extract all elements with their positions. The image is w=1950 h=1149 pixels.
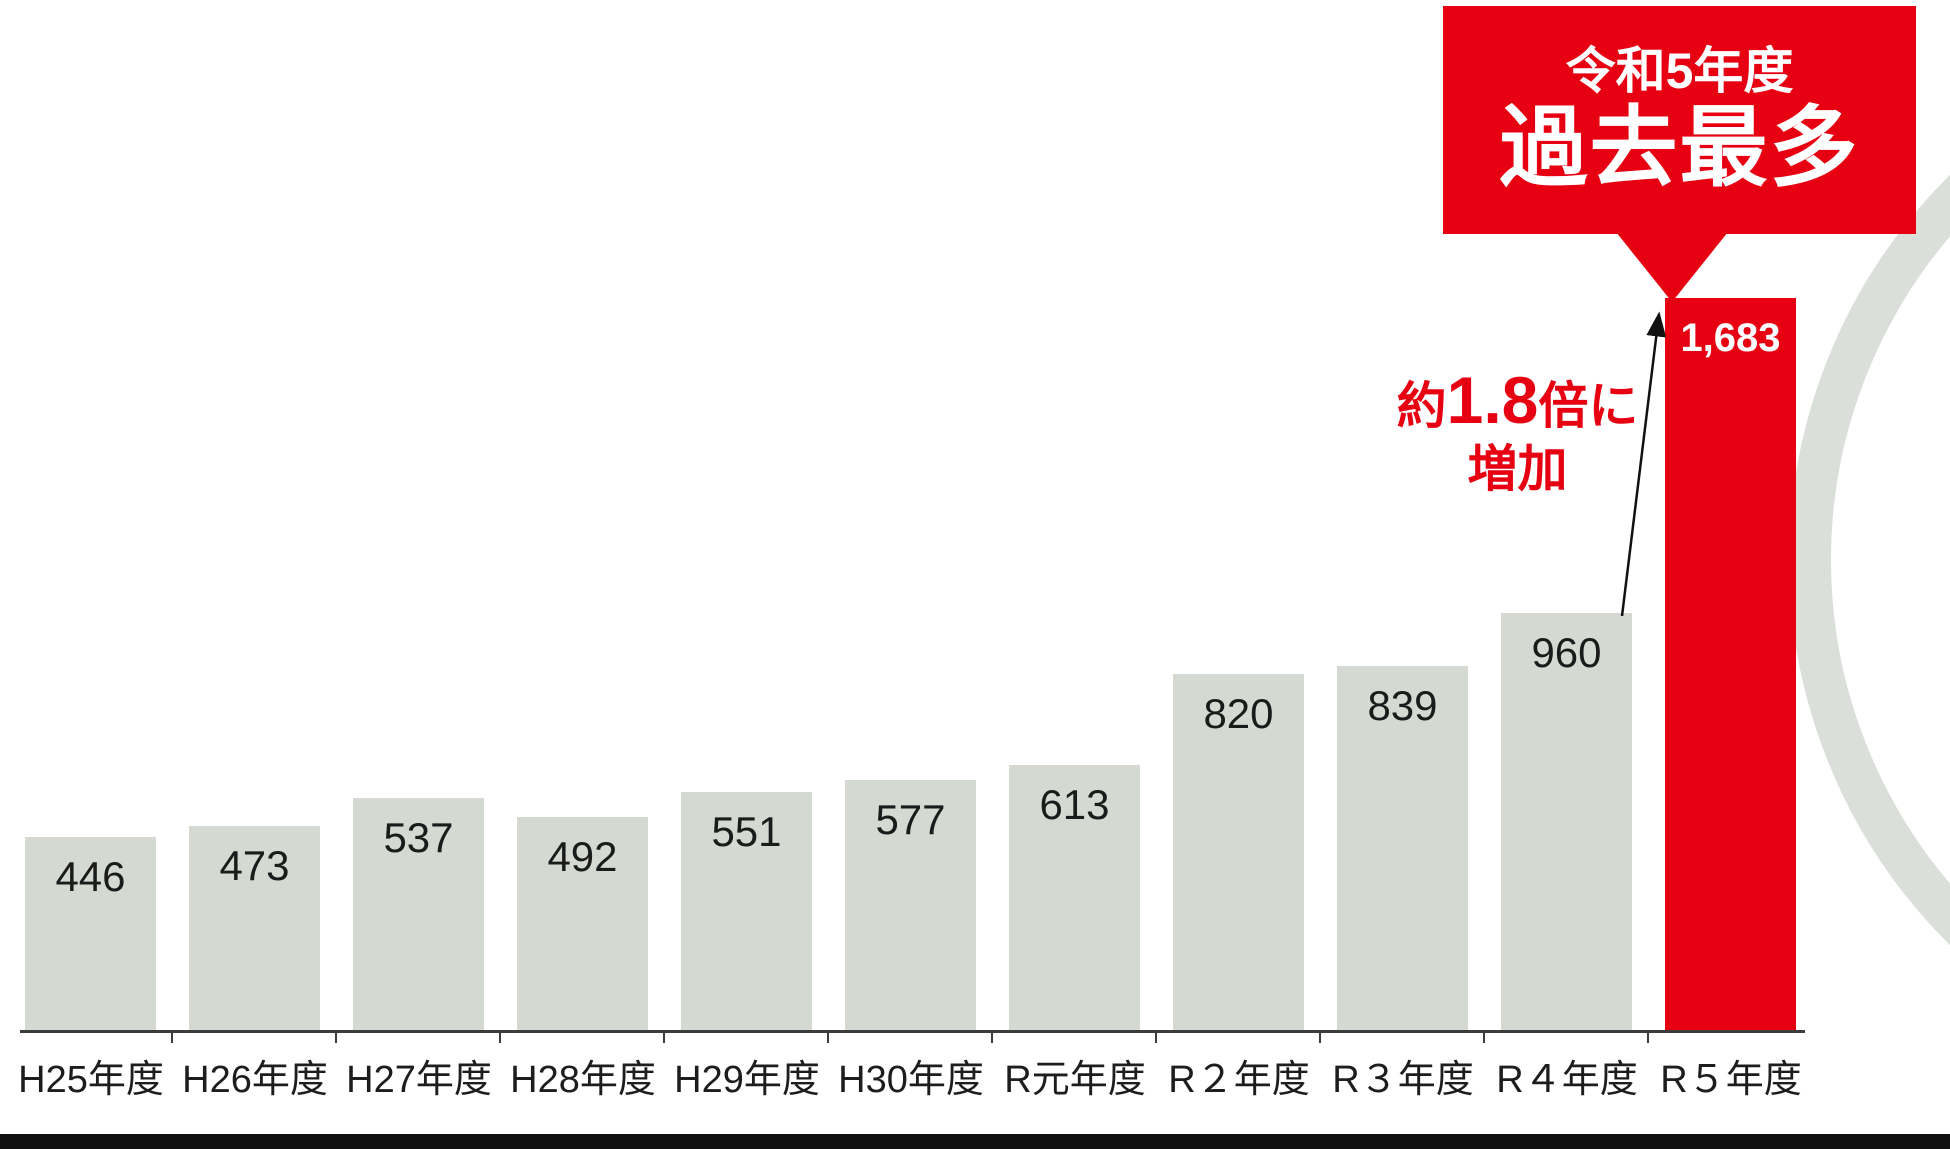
x-axis-label: R２年度 bbox=[1168, 1059, 1310, 1101]
note-suffix: 倍に bbox=[1538, 378, 1639, 434]
callout-year-label: 令和5年度 bbox=[1565, 42, 1794, 99]
bar: 492 bbox=[517, 817, 648, 1032]
bar-value-label: 960 bbox=[1531, 629, 1602, 676]
bar-value-label: 839 bbox=[1367, 682, 1438, 729]
axis-tick bbox=[499, 1030, 501, 1043]
bar: 577 bbox=[845, 780, 976, 1032]
bar: 446 bbox=[25, 837, 156, 1032]
axis-tick bbox=[1155, 1030, 1157, 1043]
bar-value-label: 473 bbox=[219, 842, 290, 889]
bar-value-label: 492 bbox=[547, 833, 618, 880]
increase-note-line1: 約1.8倍に bbox=[1345, 362, 1690, 440]
axis-tick bbox=[991, 1030, 993, 1043]
bar: 820 bbox=[1173, 674, 1304, 1032]
bar-value-label: 613 bbox=[1039, 781, 1110, 828]
callout-banner: 令和5年度 過去最多 bbox=[1443, 6, 1916, 234]
bar: 551 bbox=[681, 792, 812, 1032]
callout-record-label: 過去最多 bbox=[1499, 97, 1860, 197]
bar-value-label: 577 bbox=[875, 796, 946, 843]
axis-tick bbox=[827, 1030, 829, 1043]
callout-pointer-triangle bbox=[1616, 232, 1728, 302]
bar: 537 bbox=[353, 798, 484, 1032]
axis-tick bbox=[1483, 1030, 1485, 1043]
x-axis-label: R元年度 bbox=[1004, 1059, 1146, 1101]
bar: 960 bbox=[1501, 613, 1632, 1032]
axis-tick bbox=[663, 1030, 665, 1043]
note-prefix: 約 bbox=[1396, 378, 1447, 434]
x-axis-label: R３年度 bbox=[1332, 1059, 1474, 1101]
increase-note-line2: 増加 bbox=[1467, 440, 1568, 497]
note-multiplier: 1.8 bbox=[1446, 363, 1539, 437]
increase-note: 約1.8倍に 増加 bbox=[1345, 362, 1690, 499]
highlight-bar: 1,683 bbox=[1665, 298, 1796, 1032]
axis-tick bbox=[335, 1030, 337, 1043]
axis-tick bbox=[1647, 1030, 1649, 1043]
bar: 839 bbox=[1337, 666, 1468, 1032]
x-axis-label: R４年度 bbox=[1496, 1059, 1638, 1101]
x-axis-label: H30年度 bbox=[838, 1059, 984, 1101]
x-axis-label: H26年度 bbox=[182, 1059, 328, 1101]
bar-value-label: 446 bbox=[55, 853, 126, 900]
bar: 613 bbox=[1009, 765, 1140, 1032]
axis-tick bbox=[1319, 1030, 1321, 1043]
x-axis-label: R５年度 bbox=[1660, 1059, 1802, 1101]
x-axis-label: H29年度 bbox=[674, 1059, 820, 1101]
x-axis-label: H28年度 bbox=[510, 1059, 656, 1101]
bar-value-label: 537 bbox=[383, 814, 454, 861]
axis-tick bbox=[171, 1030, 173, 1043]
bar: 473 bbox=[189, 826, 320, 1032]
x-axis-label: H25年度 bbox=[18, 1059, 164, 1101]
x-axis-line bbox=[20, 1030, 1805, 1033]
bar-value-label: 551 bbox=[711, 808, 782, 855]
bottom-black-bar bbox=[0, 1134, 1950, 1149]
x-axis-label: H27年度 bbox=[346, 1059, 492, 1101]
bar-value-label: 1,683 bbox=[1680, 316, 1781, 360]
bar-value-label: 820 bbox=[1203, 690, 1274, 737]
